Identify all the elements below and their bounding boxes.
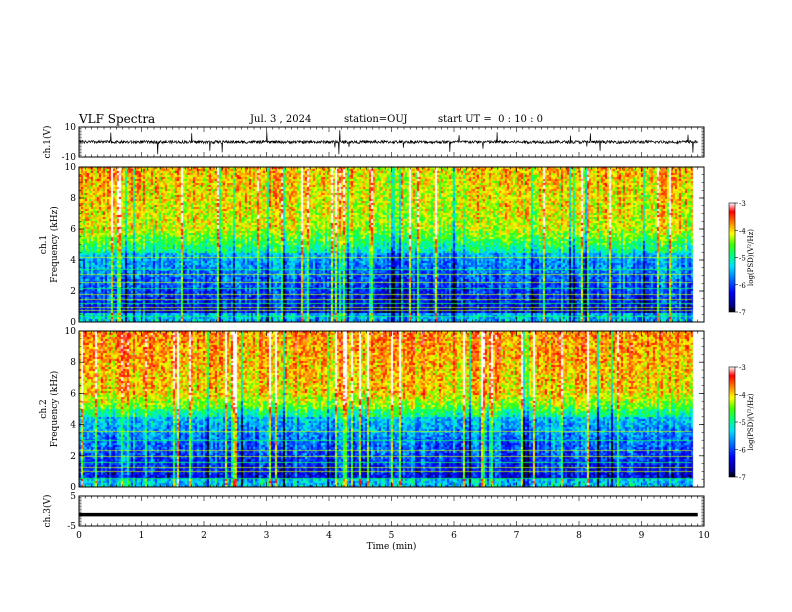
x-tick-label: 4: [326, 531, 332, 541]
x-tick-label: 0: [76, 531, 82, 541]
ch1-waveform-line: [78, 130, 698, 155]
ch2-channel-label: ch.2: [39, 399, 49, 418]
x-tick-label: 3: [264, 531, 270, 541]
x-tick-label: 1: [139, 531, 145, 541]
ch1-colorbar-tick-label: -6: [739, 282, 746, 290]
ch2-spectrogram-y-tick-label: 2: [70, 452, 76, 462]
x-tick-label: 5: [389, 531, 395, 541]
ch1-waveform-y-tick-label: 10: [65, 123, 77, 133]
ch1-spectrogram-y-tick-label: 10: [65, 163, 77, 173]
ch2-spectrogram-ylabel: Frequency (kHz): [49, 371, 60, 448]
x-tick-label: 7: [514, 531, 520, 541]
ch2-colorbar: [728, 366, 736, 478]
ch1-spectrogram-y-tick-label: 4: [70, 256, 76, 266]
ch1-colorbar-tick-label: -7: [739, 309, 746, 317]
ch1-spectrogram-y-tick-label: 2: [70, 287, 76, 297]
ch2-colorbar-tick-label: -5: [739, 419, 746, 427]
ch2-colorbar-tick-label: -3: [739, 364, 746, 372]
ch1-spectrogram-image: [79, 167, 704, 322]
x-tick-label: 2: [201, 531, 207, 541]
ch3-waveform-ylabel: ch.3(V): [42, 495, 53, 528]
ch1-colorbar-tick-label: -3: [739, 200, 746, 208]
ch2-spectrogram-image: [79, 331, 704, 487]
date-label: Jul. 3 , 2024: [250, 114, 312, 125]
ch1-colorbar-tick-label: -5: [739, 255, 746, 263]
ch2-spectrogram-y-tick-label: 6: [70, 389, 76, 399]
ch1-spectrogram-y-tick-label: 8: [70, 194, 76, 204]
ch2-spectrogram-y-tick-label: 0: [70, 483, 76, 493]
ch2-spectrogram-y-tick-label: 4: [70, 421, 76, 431]
x-tick-label: 8: [576, 531, 582, 541]
ch2-spectrogram-y-tick-label: 10: [65, 327, 77, 337]
ch1-waveform-y-tick-label: -10: [62, 153, 77, 163]
ch1-colorbar-label: log(PSD)(V²/Hz): [747, 229, 755, 286]
ch1-channel-label: ch.1: [39, 235, 49, 254]
ch1-spectrogram-y-tick-label: 0: [70, 318, 76, 328]
ch1-waveform-ylabel: ch.1(V): [42, 126, 53, 159]
ch3-waveform-y-tick-label: -5: [67, 522, 76, 532]
x-tick-label: 6: [451, 531, 457, 541]
ch1-colorbar-tick-label: -4: [739, 227, 746, 235]
ch3-waveform-y-tick-label: 5: [70, 492, 76, 502]
ch1-spectrogram-y-tick-label: 6: [70, 225, 76, 235]
chart-title: VLF Spectra: [79, 112, 156, 126]
ch2-colorbar-tick-label: -4: [739, 392, 746, 400]
ch2-spectrogram-y-tick-label: 8: [70, 358, 76, 368]
x-tick-label: 10: [698, 531, 710, 541]
x-axis-label: Time (min): [367, 541, 417, 552]
ch2-colorbar-label: log(PSD)(V²/Hz): [747, 393, 755, 450]
start-ut-label: start UT = 0 : 10 : 0: [438, 114, 544, 125]
ch1-colorbar: [728, 202, 736, 313]
station-label: station=OUJ: [344, 114, 408, 125]
ch2-colorbar-tick-label: -7: [739, 474, 746, 482]
x-tick-label: 9: [639, 531, 645, 541]
ch1-spectrogram-ylabel: Frequency (kHz): [49, 206, 60, 283]
ch2-colorbar-tick-label: -6: [739, 447, 746, 455]
